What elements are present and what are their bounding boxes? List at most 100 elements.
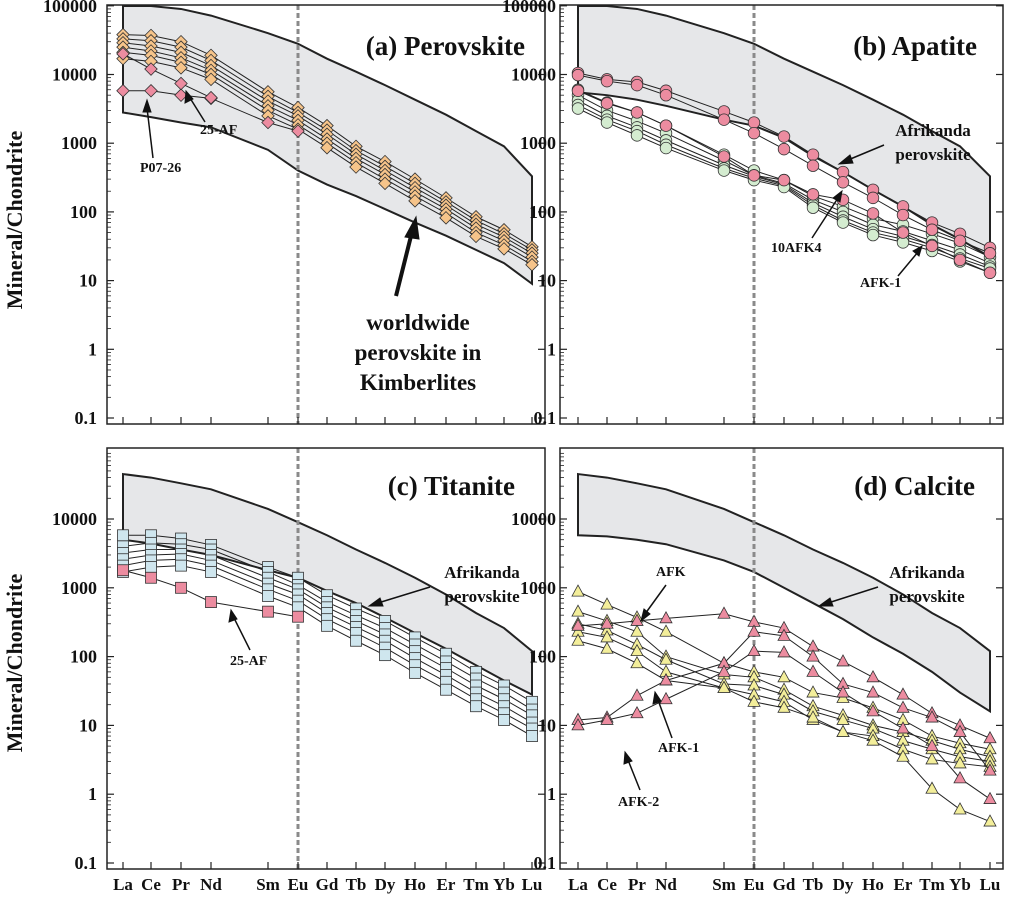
pink-point-Lu xyxy=(983,266,997,279)
panel-b-title: (b) Apatite xyxy=(853,31,977,61)
pink-point-Nd xyxy=(659,691,673,705)
panel-a-title: (a) Perovskite xyxy=(366,31,525,61)
series-line-a xyxy=(122,58,533,266)
pink-point-Nd xyxy=(204,90,218,105)
data-point-Er xyxy=(439,211,453,225)
xtick-label-Lu: Lu xyxy=(522,875,543,894)
data-point-Yb xyxy=(497,242,511,256)
data-point-Lu xyxy=(525,258,539,272)
xtick-label-Ho: Ho xyxy=(404,875,426,894)
data-point-Dy xyxy=(836,724,850,737)
pink-point-Sm xyxy=(261,115,275,130)
pink-point-Ce xyxy=(600,712,614,725)
data-point-Pr xyxy=(630,624,644,637)
data-point-Pr xyxy=(630,655,644,669)
label-perovskite-in: perovskite in xyxy=(355,340,482,365)
pink-point-Pr xyxy=(174,76,188,91)
arrow-worldwide xyxy=(394,231,414,297)
data-point-Pr xyxy=(630,643,644,657)
ytick-label: 1 xyxy=(88,339,97,359)
xtick-label-La: La xyxy=(113,875,133,894)
pink-point-Eu xyxy=(747,624,761,637)
data-point-Ce xyxy=(600,597,614,610)
pink-point-Ho xyxy=(866,207,880,220)
pink-point-Yb xyxy=(953,724,967,737)
ytick-label: 1000 xyxy=(520,578,556,598)
pink-point-Tb xyxy=(806,649,820,662)
arrow-afk-1-b xyxy=(897,251,919,277)
pink-point-Ce xyxy=(144,83,158,98)
pink-point-Ho xyxy=(866,704,880,717)
pink-point-Nd xyxy=(205,596,217,608)
arrow-25-af-c xyxy=(233,617,251,651)
pink-point-Yb xyxy=(953,771,967,784)
xtick-label-Pr: Pr xyxy=(628,875,646,894)
panel-d-title: (d) Calcite xyxy=(854,471,975,501)
ytick-label: 1 xyxy=(547,339,556,359)
label-afrikanda-b: Afrikanda xyxy=(895,121,971,140)
data-point-Sm xyxy=(717,164,731,177)
pink-point-Sm xyxy=(717,113,731,126)
data-point-Tm xyxy=(925,752,939,765)
xtick-label-Tm: Tm xyxy=(463,875,489,894)
pink-point-Sm xyxy=(717,150,731,163)
pink-point-Dy xyxy=(836,654,850,667)
panel-b: 0.1 1 10 100 1000 10000 100000 xyxy=(502,0,1004,428)
xtick-label-Sm: Sm xyxy=(712,875,736,894)
frame-c xyxy=(106,447,546,870)
data-point-Tm xyxy=(470,700,482,713)
data-point-La xyxy=(571,633,585,646)
arrowhead-p07-26 xyxy=(142,98,152,113)
pink-point-Tm xyxy=(925,710,939,723)
xtick-label-Sm: Sm xyxy=(256,875,280,894)
data-point-Eu xyxy=(747,694,761,707)
data-point-Dy xyxy=(836,712,850,725)
pink-point-Pr xyxy=(630,106,644,119)
panel-c: 0.1 1 10 100 1000 10000 La Ce Pr Nd Sm Eu Gd Tb Dy Ho Er… xyxy=(52,447,546,894)
pink-point-Nd xyxy=(659,88,673,102)
xtick-label-Ce: Ce xyxy=(597,875,617,894)
data-point-Ho xyxy=(866,228,880,242)
xtick-label-Pr: Pr xyxy=(172,875,190,894)
ytick-label: 100 xyxy=(70,202,97,222)
data-point-Pr xyxy=(630,129,644,142)
data-point-La xyxy=(571,584,585,597)
data-point-Yb xyxy=(498,714,510,726)
data-point-La xyxy=(571,604,585,617)
pink-point-Eu xyxy=(291,124,305,138)
pink-series-line-d xyxy=(577,631,991,771)
xtick-label-Ho: Ho xyxy=(862,875,884,894)
annotation-arrows xyxy=(142,89,923,791)
ytick-label: 100 xyxy=(529,202,556,222)
arrowhead-afk-1-d xyxy=(652,690,662,705)
data-point-Er xyxy=(896,749,910,762)
pink-point-Pr xyxy=(630,688,644,701)
pink-point-La xyxy=(116,83,130,98)
xtick-label-Tm: Tm xyxy=(919,875,945,894)
ytick-label: 10 xyxy=(538,715,556,735)
pink-point-Tm xyxy=(925,223,939,236)
data-point-Pr xyxy=(175,559,187,572)
series-line-a xyxy=(122,51,533,262)
data-point-Tb xyxy=(806,710,820,723)
panel-a: 0.1 1 10 100 1000 10000 100000 xyxy=(43,0,546,428)
data-point-Er xyxy=(440,683,452,696)
xtick-label-Yb: Yb xyxy=(493,875,515,894)
ytick-label: 1000 xyxy=(61,133,97,153)
pink-point-Sm xyxy=(717,606,731,619)
label-kimberlites: Kimberlites xyxy=(360,370,476,395)
ytick-label: 1000 xyxy=(520,133,556,153)
pink-point-Gd xyxy=(777,142,791,156)
arrow-p07-26 xyxy=(146,107,154,159)
arrow-afk xyxy=(644,584,667,615)
pink-point-Nd xyxy=(659,119,673,132)
series-line-a xyxy=(122,42,533,254)
pink-point-Nd xyxy=(659,610,673,624)
ytick-label: 10 xyxy=(79,715,97,735)
data-point-Nd xyxy=(204,72,218,87)
arrowhead-25-af-a xyxy=(184,89,194,104)
xtick-label-Nd: Nd xyxy=(655,875,677,894)
label-afk-1-d: AFK-1 xyxy=(658,741,699,756)
pink-point-Er xyxy=(896,721,910,734)
